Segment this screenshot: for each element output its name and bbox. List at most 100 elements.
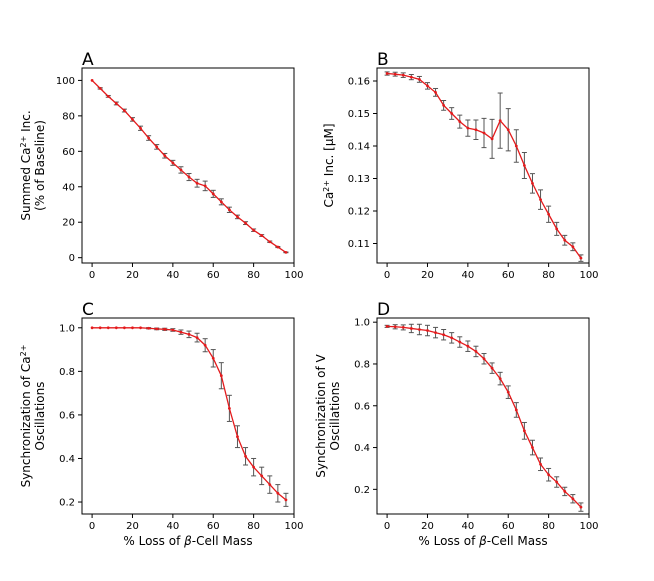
- y-tick-label-c-2: 0.6: [59, 410, 75, 421]
- panel-letter-d: D: [377, 300, 390, 320]
- data-point-c-5: [131, 326, 134, 330]
- panel-letter-b: B: [377, 50, 389, 70]
- data-point-b-4: [418, 77, 421, 81]
- y-tick-label-d-4: 1.0: [354, 318, 370, 329]
- data-point-b-15: [506, 128, 510, 132]
- data-point-a-1: [98, 86, 102, 90]
- y-tick-label-a-0: 0: [69, 253, 75, 264]
- data-point-a-13: [195, 181, 199, 185]
- data-point-c-10: [171, 328, 175, 332]
- data-point-d-3: [409, 327, 413, 330]
- plot-frame-d: [376, 317, 590, 515]
- data-point-a-21: [260, 234, 264, 237]
- y-tick-label-b-1: 0.12: [348, 207, 370, 218]
- data-point-a-8: [155, 145, 159, 149]
- data-point-c-3: [114, 326, 118, 330]
- data-point-a-16: [219, 200, 223, 204]
- series-line-b: [387, 72, 582, 259]
- data-point-b-3: [409, 75, 413, 79]
- data-point-d-10: [466, 344, 470, 348]
- data-point-d-6: [434, 331, 437, 335]
- y-tick-label-d-2: 0.6: [354, 401, 370, 412]
- y-tick-label-c-4: 1.0: [59, 323, 75, 334]
- data-point-b-18: [531, 181, 534, 185]
- panel-a: A 0 20 40 60 80 100 0 20 40 60 80 100 Summed Ca2+ Inc…: [19, 50, 304, 281]
- data-point-b-8: [450, 112, 454, 115]
- data-point-d-23: [571, 497, 575, 501]
- data-point-b-16: [514, 144, 518, 148]
- x-tick-label-a-3: 60: [207, 270, 220, 281]
- data-point-d-4: [418, 328, 421, 331]
- series-line-c: [92, 327, 287, 501]
- data-point-d-13: [490, 366, 494, 370]
- data-point-d-11: [474, 350, 478, 353]
- data-point-c-24: [284, 498, 288, 502]
- data-point-a-15: [211, 192, 215, 196]
- data-point-b-2: [401, 73, 405, 77]
- x-tick-label-c-0: 0: [89, 521, 95, 532]
- data-point-d-20: [547, 473, 551, 477]
- data-point-d-19: [539, 462, 542, 466]
- y-tick-label-d-3: 0.8: [354, 359, 370, 370]
- data-point-c-8: [155, 327, 159, 331]
- data-point-b-24: [579, 256, 583, 260]
- data-point-c-9: [163, 327, 167, 331]
- data-point-a-10: [171, 161, 175, 165]
- y-tick-label-a-3: 60: [62, 147, 75, 158]
- data-point-c-13: [195, 336, 199, 339]
- x-tick-label-a-5: 100: [284, 270, 303, 281]
- data-point-a-0: [90, 79, 94, 82]
- x-tick-label-d-2: 40: [461, 521, 474, 532]
- data-point-c-11: [179, 330, 183, 334]
- data-point-d-12: [482, 357, 486, 361]
- data-point-a-18: [236, 215, 239, 219]
- data-point-c-21: [260, 474, 264, 478]
- data-point-b-12: [482, 131, 486, 135]
- data-point-b-20: [547, 212, 551, 216]
- data-point-c-16: [219, 374, 223, 378]
- y-tick-label-b-2: 0.13: [348, 174, 370, 185]
- y-tick-label-a-2: 40: [62, 182, 75, 193]
- data-point-b-11: [474, 128, 478, 132]
- data-point-a-9: [163, 154, 167, 158]
- panel-b: B 0 20 40 60 80 100 0.11 0.12 0.13 0.14 0.15 0.16 Ca2…: [322, 50, 599, 281]
- data-point-c-15: [211, 356, 215, 360]
- data-point-a-14: [203, 184, 207, 188]
- y-tick-label-d-0: 0.2: [354, 485, 370, 496]
- data-point-a-19: [244, 221, 247, 225]
- y-tick-label-a-1: 20: [62, 218, 75, 229]
- data-point-a-24: [284, 250, 288, 254]
- data-point-d-9: [458, 340, 462, 344]
- data-point-b-19: [539, 198, 542, 202]
- y-tick-label-b-5: 0.16: [348, 77, 370, 88]
- data-point-d-16: [514, 408, 518, 412]
- data-point-d-21: [555, 480, 559, 484]
- x-tick-label-a-1: 20: [126, 270, 139, 281]
- data-point-d-7: [442, 333, 446, 337]
- data-point-d-2: [401, 326, 405, 329]
- data-point-a-20: [252, 228, 256, 232]
- data-point-c-14: [203, 343, 207, 347]
- data-point-a-17: [227, 208, 231, 212]
- data-point-b-13: [490, 137, 494, 141]
- y-axis-label-c-1: Oscillations: [33, 382, 47, 451]
- data-point-b-7: [442, 103, 446, 107]
- x-tick-label-d-1: 20: [421, 521, 434, 532]
- panel-letter-a: A: [82, 50, 94, 70]
- y-tick-label-b-3: 0.14: [348, 142, 370, 153]
- x-tick-label-a-2: 40: [166, 270, 179, 281]
- data-point-c-19: [244, 454, 247, 458]
- data-point-d-0: [385, 324, 389, 328]
- y-axis-label-d-1: Oscillations: [328, 382, 342, 451]
- data-point-c-18: [236, 435, 239, 439]
- data-point-a-12: [187, 175, 191, 179]
- data-point-a-7: [147, 136, 151, 140]
- data-point-c-2: [106, 326, 110, 330]
- data-point-b-1: [393, 72, 397, 76]
- data-point-d-14: [498, 377, 502, 380]
- y-tick-label-c-0: 0.2: [59, 498, 75, 509]
- panel-d: D 0 20 40 60 80 100 0.2 0.4 0.6 0.8 1.0 % Loss of β-…: [314, 300, 599, 548]
- y-tick-label-d-1: 0.4: [354, 443, 370, 454]
- series-line-a: [91, 79, 287, 253]
- data-point-d-22: [563, 490, 567, 493]
